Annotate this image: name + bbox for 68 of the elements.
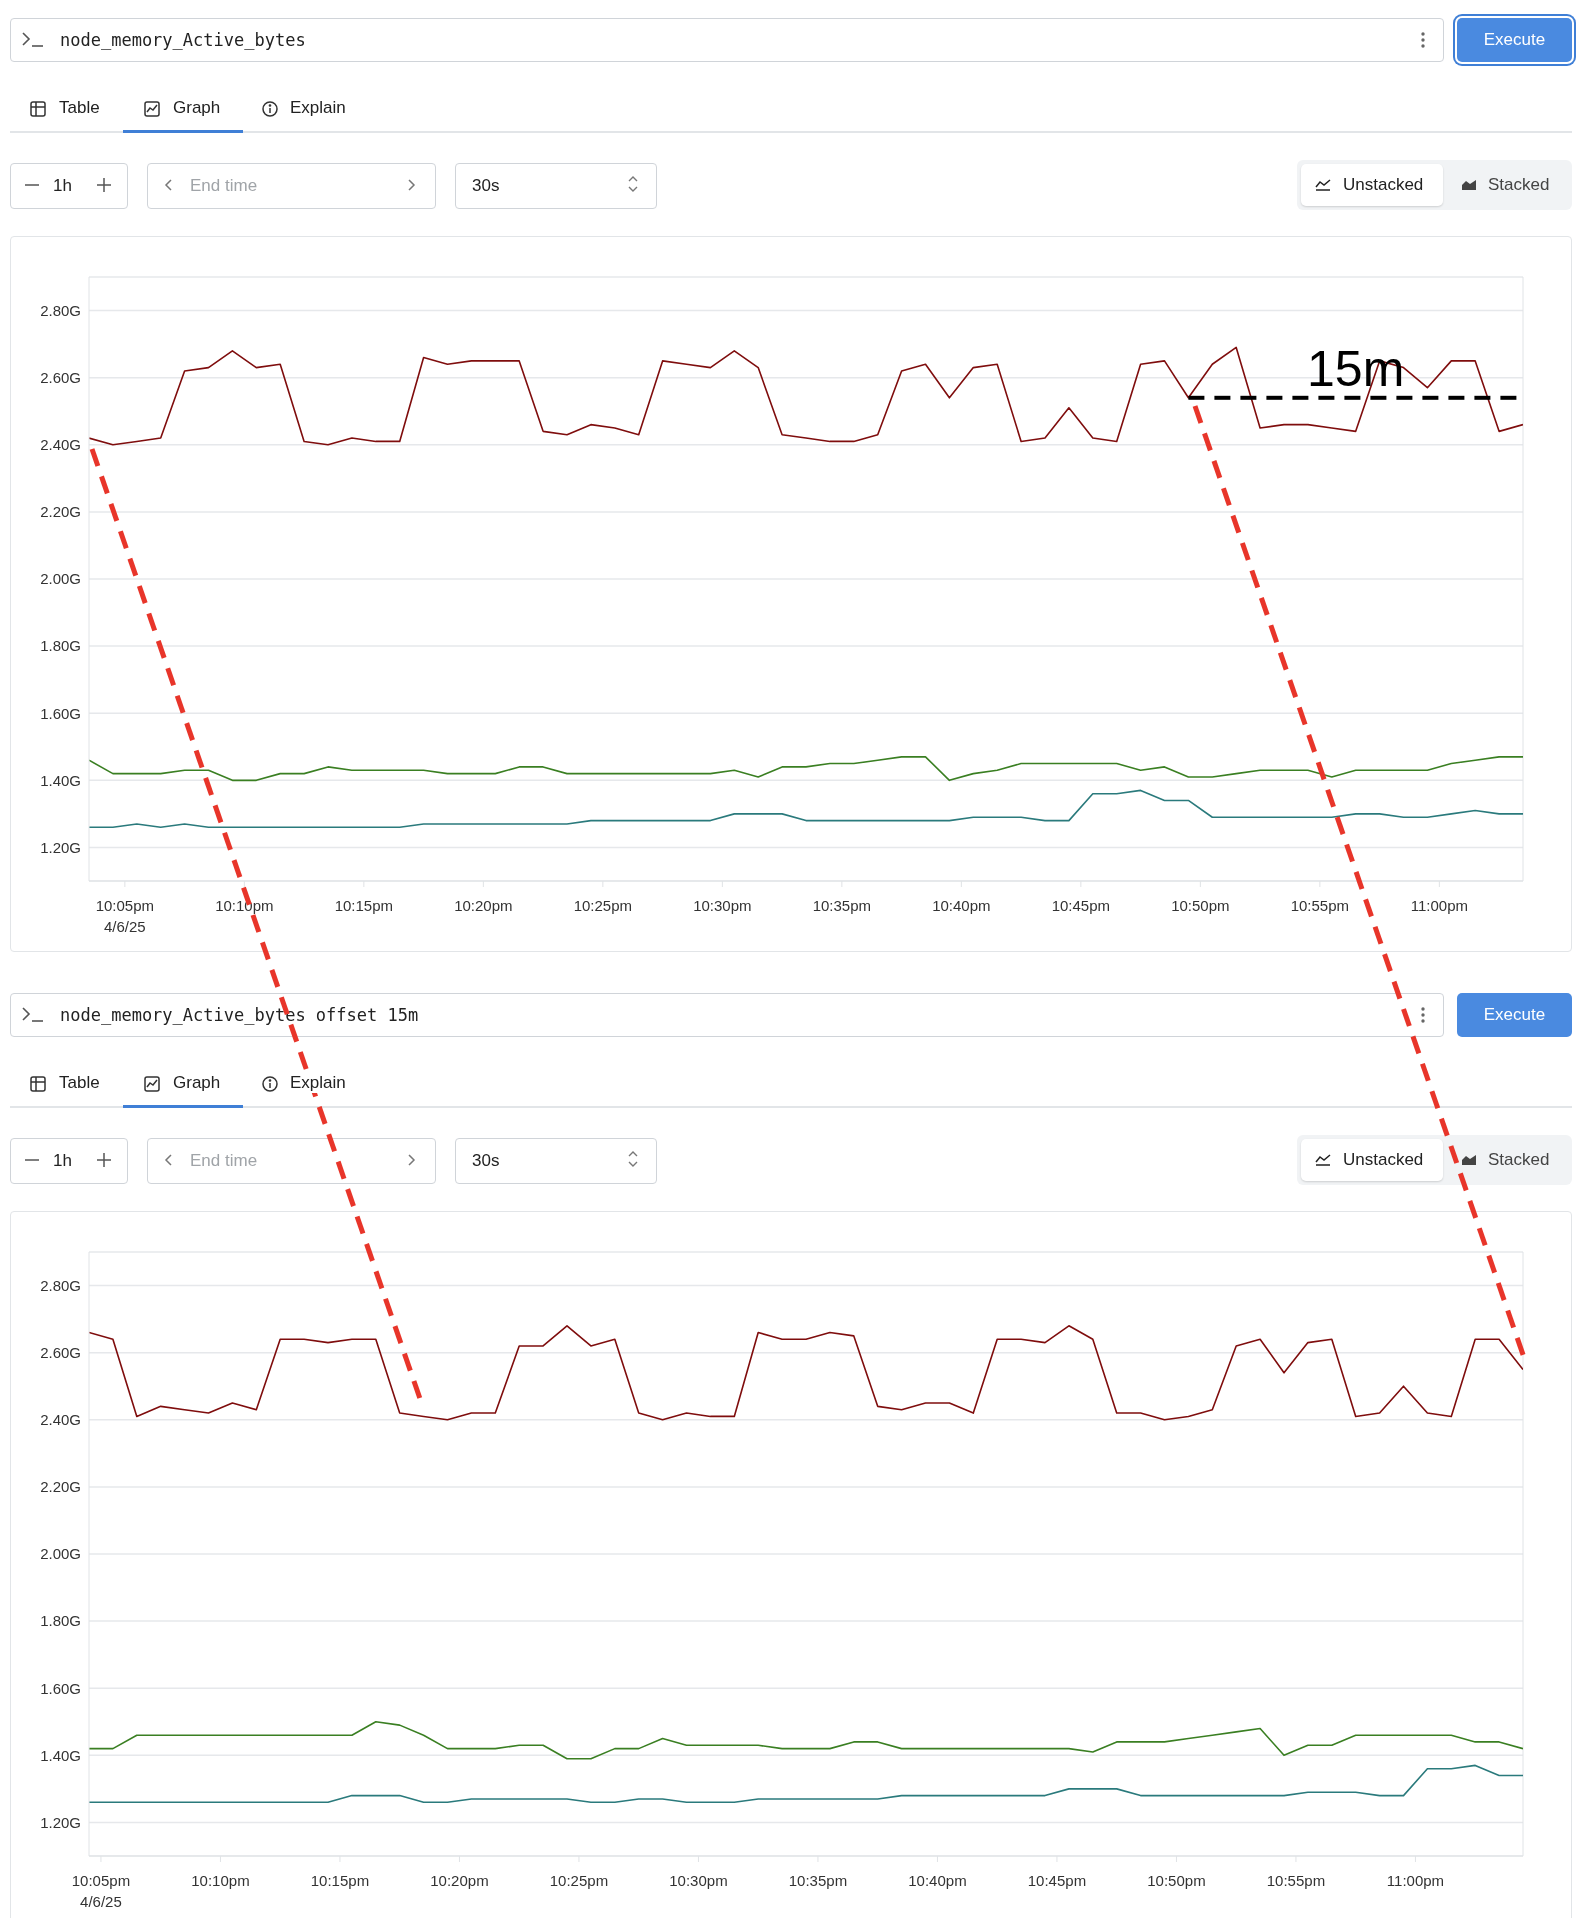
y-tick-label: 1.40G — [40, 771, 81, 789]
x-tick-label: 10:25pm — [549, 1872, 609, 1889]
y-tick-label: 2.40G — [40, 436, 81, 454]
x-tick-label: 10:55pm — [1290, 897, 1350, 914]
text: Stacked — [1488, 1150, 1550, 1170]
x-tick-label: 10:30pm — [693, 897, 752, 914]
x-tick-label: 10:50pm — [1171, 897, 1230, 914]
text: Execute — [1482, 1005, 1547, 1025]
text: End time — [190, 176, 258, 196]
x-tick-label: 10:25pm — [573, 897, 633, 914]
line-series — [89, 346, 1523, 446]
x-tick-label: 10:35pm — [788, 1872, 848, 1889]
y-tick-label: 1.20G — [40, 1813, 81, 1831]
y-tick-label: 1.60G — [40, 704, 81, 722]
y-tick-label: 2.20G — [40, 503, 81, 521]
x-tick-label: 10:20pm — [454, 897, 513, 914]
line-series — [89, 1764, 1523, 1804]
x-tick-label: 10:15pm — [310, 1872, 370, 1889]
text: 30s — [472, 1151, 500, 1171]
x-tick-label: 10:40pm — [908, 1872, 967, 1889]
text: 30s — [472, 176, 500, 196]
y-tick-label: 2.00G — [40, 1545, 81, 1563]
text: Execute — [1482, 30, 1547, 50]
text: Unstacked — [1343, 175, 1424, 195]
y-tick-label: 2.60G — [40, 1343, 81, 1361]
y-tick-label: 2.60G — [40, 368, 81, 386]
y-tick-label: 2.80G — [40, 1276, 81, 1294]
x-tick-label: 11:00pm — [1410, 897, 1468, 914]
text: node_memory_Active_bytes offset 15m — [60, 1005, 419, 1025]
y-tick-label: 1.20G — [40, 838, 81, 856]
line-series — [89, 1325, 1523, 1421]
text: Graph — [173, 98, 221, 118]
x-tick-label: 10:50pm — [1147, 1872, 1206, 1889]
text: Graph — [173, 1073, 221, 1093]
text: 1h — [53, 1151, 72, 1171]
y-tick-label: 2.80G — [40, 301, 81, 319]
text: Explain — [290, 1073, 346, 1093]
y-tick-label: 1.80G — [40, 637, 81, 655]
x-tick-label: 10:05pm 4/6/25 — [95, 897, 155, 935]
x-tick-label: 10:30pm — [669, 1872, 728, 1889]
line-series — [89, 756, 1523, 782]
text: 1h — [53, 176, 72, 196]
text: End time — [190, 1151, 258, 1171]
x-tick-label: 10:15pm — [334, 897, 394, 914]
line-series — [89, 789, 1523, 829]
y-tick-label: 1.80G — [40, 1612, 81, 1630]
text: Unstacked — [1343, 1150, 1424, 1170]
x-tick-label: 11:00pm — [1386, 1872, 1445, 1889]
y-tick-label: 2.00G — [40, 570, 81, 588]
text: Stacked — [1488, 175, 1550, 195]
x-tick-label: 10:20pm — [430, 1872, 489, 1889]
x-tick-label: 10:05pm 4/6/25 — [71, 1872, 131, 1910]
line-series — [89, 1720, 1523, 1760]
text: Explain — [290, 98, 346, 118]
y-tick-label: 2.20G — [40, 1478, 81, 1496]
x-tick-label: 10:35pm — [812, 897, 872, 914]
y-tick-label: 1.40G — [40, 1746, 81, 1764]
x-tick-label: 10:45pm — [1051, 897, 1111, 914]
x-tick-label: 10:45pm — [1027, 1872, 1087, 1889]
text: Table — [59, 1073, 100, 1093]
text: node_memory_Active_bytes — [60, 30, 306, 50]
x-tick-label: 10:10pm — [191, 1872, 250, 1889]
x-tick-label: 10:55pm — [1266, 1872, 1326, 1889]
x-tick-label: 10:40pm — [932, 897, 991, 914]
x-tick-label: 10:10pm — [215, 897, 274, 914]
text: Table — [59, 98, 100, 118]
y-tick-label: 1.60G — [40, 1679, 81, 1697]
y-tick-label: 2.40G — [40, 1411, 81, 1429]
